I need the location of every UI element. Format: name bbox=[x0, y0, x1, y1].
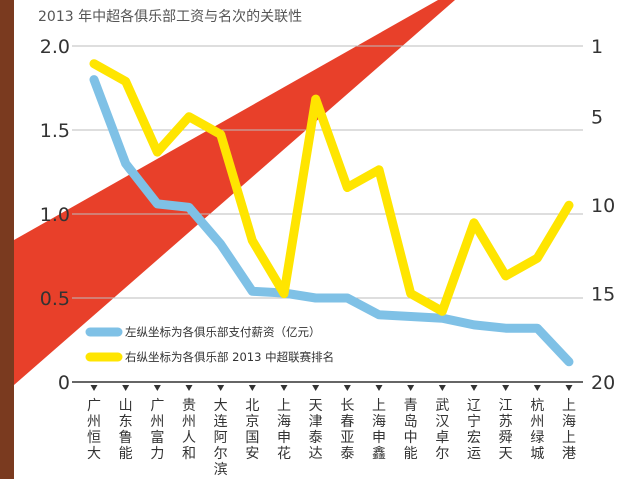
left-axis-tick-label: 0.5 bbox=[40, 288, 70, 310]
category-label: 上海上港 bbox=[562, 398, 576, 462]
right-axis-tick-label: 20 bbox=[591, 372, 615, 394]
category-tick-marker bbox=[185, 385, 193, 391]
category-tick-marker bbox=[565, 385, 573, 391]
category-label: 广州恒大 bbox=[87, 398, 101, 462]
category-label: 武汉卓尔 bbox=[435, 398, 449, 462]
category-label: 辽宁宏运 bbox=[467, 398, 481, 462]
category-tick-marker bbox=[533, 385, 541, 391]
category-tick-marker bbox=[438, 385, 446, 391]
category-label: 上海申花 bbox=[277, 398, 291, 462]
left-axis-tick-label: 2.0 bbox=[40, 36, 70, 58]
category-tick-marker bbox=[312, 385, 320, 391]
category-label: 广州富力 bbox=[150, 398, 164, 462]
category-tick-marker bbox=[470, 385, 478, 391]
category-tick-marker bbox=[502, 385, 510, 391]
left-axis-tick-label: 1.5 bbox=[40, 120, 70, 142]
category-tick-marker bbox=[153, 385, 161, 391]
right-axis-tick-label: 15 bbox=[591, 284, 615, 306]
right-axis-tick-label: 5 bbox=[591, 107, 603, 129]
category-tick-marker bbox=[248, 385, 256, 391]
category-tick-marker bbox=[90, 385, 98, 391]
right-axis-tick-label: 10 bbox=[591, 195, 615, 217]
category-label: 山东鲁能 bbox=[119, 398, 133, 462]
category-label: 贵州人和 bbox=[182, 398, 196, 462]
category-tick-marker bbox=[122, 385, 130, 391]
category-tick-marker bbox=[280, 385, 288, 391]
category-label: 江苏舜天 bbox=[499, 398, 513, 462]
category-label: 杭州绿城 bbox=[530, 398, 544, 462]
left-axis-tick-label: 1.0 bbox=[40, 204, 70, 226]
category-label: 青岛中能 bbox=[404, 398, 418, 462]
left-axis-tick-label: 0 bbox=[58, 372, 70, 394]
right-axis-tick-label: 1 bbox=[591, 36, 603, 58]
legend-label: 左纵坐标为各俱乐部支付薪资（亿元） bbox=[125, 325, 321, 339]
category-label: 上海申鑫 bbox=[372, 398, 386, 462]
category-label: 天津泰达 bbox=[309, 398, 323, 462]
category-label: 长春亚泰 bbox=[340, 398, 354, 462]
legend-label: 右纵坐标为各俱乐部 2013 中超联赛排名 bbox=[125, 350, 334, 364]
left-edge-strip bbox=[0, 0, 14, 479]
category-tick-marker bbox=[375, 385, 383, 391]
category-tick-marker bbox=[343, 385, 351, 391]
rank-series-line bbox=[89, 59, 574, 316]
category-label: 北京国安 bbox=[245, 398, 259, 462]
category-tick-marker bbox=[407, 385, 415, 391]
category-tick-marker bbox=[217, 385, 225, 391]
chart-title: 2013 年中超各俱乐部工资与名次的关联性 bbox=[38, 9, 302, 25]
salary-series-line bbox=[89, 75, 574, 367]
category-label: 大连阿尔滨 bbox=[214, 398, 228, 478]
